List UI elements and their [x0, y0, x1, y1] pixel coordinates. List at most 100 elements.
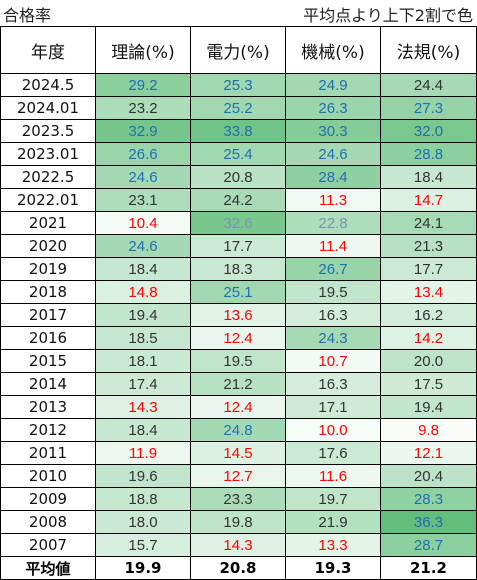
rate-cell-machine[interactable]: 17.1: [285, 395, 381, 419]
year-cell[interactable]: 2016: [0, 326, 96, 350]
year-cell[interactable]: 2009: [0, 487, 96, 511]
rate-cell-power[interactable]: 12.4: [190, 326, 286, 350]
rate-cell-law[interactable]: 21.3: [380, 234, 477, 258]
year-cell[interactable]: 2015: [0, 349, 96, 373]
rate-cell-law[interactable]: 24.1: [380, 211, 477, 235]
rate-cell-machine[interactable]: 26.7: [285, 257, 381, 281]
rate-cell-law[interactable]: 18.4: [380, 165, 477, 189]
rate-cell-theory[interactable]: 29.2: [95, 73, 191, 97]
average-machine[interactable]: 19.3: [285, 556, 381, 580]
rate-cell-power[interactable]: 25.1: [190, 280, 286, 304]
year-cell[interactable]: 2019: [0, 257, 96, 281]
rate-cell-machine[interactable]: 24.6: [285, 142, 381, 166]
rate-cell-law[interactable]: 13.4: [380, 280, 477, 304]
rate-cell-machine[interactable]: 24.3: [285, 326, 381, 350]
rate-cell-power[interactable]: 13.6: [190, 303, 286, 327]
rate-cell-power[interactable]: 19.8: [190, 510, 286, 534]
year-cell[interactable]: 2020: [0, 234, 96, 258]
rate-cell-power[interactable]: 24.2: [190, 188, 286, 212]
rate-cell-law[interactable]: 19.4: [380, 395, 477, 419]
rate-cell-power[interactable]: 20.8: [190, 165, 286, 189]
rate-cell-law[interactable]: 12.1: [380, 441, 477, 465]
year-cell[interactable]: 2018: [0, 280, 96, 304]
rate-cell-theory[interactable]: 15.7: [95, 533, 191, 557]
rate-cell-theory[interactable]: 18.1: [95, 349, 191, 373]
rate-cell-machine[interactable]: 10.0: [285, 418, 381, 442]
rate-cell-machine[interactable]: 30.3: [285, 119, 381, 143]
rate-cell-theory[interactable]: 18.4: [95, 418, 191, 442]
year-cell[interactable]: 2007: [0, 533, 96, 557]
average-power[interactable]: 20.8: [190, 556, 286, 580]
rate-cell-power[interactable]: 18.3: [190, 257, 286, 281]
rate-cell-machine[interactable]: 17.6: [285, 441, 381, 465]
year-cell[interactable]: 2024.5: [0, 73, 96, 97]
rate-cell-law[interactable]: 17.5: [380, 372, 477, 396]
rate-cell-power[interactable]: 19.5: [190, 349, 286, 373]
average-law[interactable]: 21.2: [380, 556, 477, 580]
rate-cell-law[interactable]: 36.3: [380, 510, 477, 534]
rate-cell-theory[interactable]: 24.6: [95, 234, 191, 258]
year-cell[interactable]: 2011: [0, 441, 96, 465]
rate-cell-machine[interactable]: 21.9: [285, 510, 381, 534]
rate-cell-machine[interactable]: 19.7: [285, 487, 381, 511]
rate-cell-power[interactable]: 32.6: [190, 211, 286, 235]
rate-cell-power[interactable]: 12.7: [190, 464, 286, 488]
rate-cell-theory[interactable]: 19.6: [95, 464, 191, 488]
rate-cell-theory[interactable]: 11.9: [95, 441, 191, 465]
rate-cell-law[interactable]: 14.7: [380, 188, 477, 212]
rate-cell-machine[interactable]: 13.3: [285, 533, 381, 557]
rate-cell-machine[interactable]: 16.3: [285, 372, 381, 396]
header-theory[interactable]: 理論(%): [95, 26, 191, 74]
rate-cell-machine[interactable]: 22.8: [285, 211, 381, 235]
rate-cell-law[interactable]: 28.3: [380, 487, 477, 511]
rate-cell-machine[interactable]: 19.5: [285, 280, 381, 304]
rate-cell-machine[interactable]: 24.9: [285, 73, 381, 97]
rate-cell-power[interactable]: 25.3: [190, 73, 286, 97]
rate-cell-power[interactable]: 25.2: [190, 96, 286, 120]
rate-cell-law[interactable]: 24.4: [380, 73, 477, 97]
rate-cell-theory[interactable]: 19.4: [95, 303, 191, 327]
average-label[interactable]: 平均値: [0, 556, 96, 580]
rate-cell-power[interactable]: 14.5: [190, 441, 286, 465]
year-cell[interactable]: 2023.5: [0, 119, 96, 143]
header-year[interactable]: 年度: [0, 26, 96, 74]
rate-cell-law[interactable]: 17.7: [380, 257, 477, 281]
average-theory[interactable]: 19.9: [95, 556, 191, 580]
rate-cell-theory[interactable]: 17.4: [95, 372, 191, 396]
rate-cell-machine[interactable]: 28.4: [285, 165, 381, 189]
rate-cell-power[interactable]: 25.4: [190, 142, 286, 166]
header-law[interactable]: 法規(%): [380, 26, 477, 74]
header-machine[interactable]: 機械(%): [285, 26, 381, 74]
rate-cell-theory[interactable]: 18.8: [95, 487, 191, 511]
year-cell[interactable]: 2022.5: [0, 165, 96, 189]
rate-cell-theory[interactable]: 23.2: [95, 96, 191, 120]
rate-cell-machine[interactable]: 26.3: [285, 96, 381, 120]
rate-cell-machine[interactable]: 10.7: [285, 349, 381, 373]
rate-cell-law[interactable]: 20.4: [380, 464, 477, 488]
rate-cell-law[interactable]: 28.8: [380, 142, 477, 166]
rate-cell-power[interactable]: 33.8: [190, 119, 286, 143]
rate-cell-law[interactable]: 27.3: [380, 96, 477, 120]
rate-cell-power[interactable]: 12.4: [190, 395, 286, 419]
rate-cell-machine[interactable]: 11.6: [285, 464, 381, 488]
rate-cell-law[interactable]: 16.2: [380, 303, 477, 327]
rate-cell-theory[interactable]: 18.0: [95, 510, 191, 534]
year-cell[interactable]: 2024.01: [0, 96, 96, 120]
rate-cell-machine[interactable]: 16.3: [285, 303, 381, 327]
rate-cell-theory[interactable]: 32.9: [95, 119, 191, 143]
year-cell[interactable]: 2023.01: [0, 142, 96, 166]
rate-cell-law[interactable]: 20.0: [380, 349, 477, 373]
year-cell[interactable]: 2021: [0, 211, 96, 235]
rate-cell-law[interactable]: 14.2: [380, 326, 477, 350]
year-cell[interactable]: 2013: [0, 395, 96, 419]
rate-cell-machine[interactable]: 11.4: [285, 234, 381, 258]
rate-cell-law[interactable]: 32.0: [380, 119, 477, 143]
year-cell[interactable]: 2022.01: [0, 188, 96, 212]
rate-cell-power[interactable]: 24.8: [190, 418, 286, 442]
rate-cell-theory[interactable]: 23.1: [95, 188, 191, 212]
rate-cell-law[interactable]: 9.8: [380, 418, 477, 442]
year-cell[interactable]: 2008: [0, 510, 96, 534]
rate-cell-theory[interactable]: 26.6: [95, 142, 191, 166]
rate-cell-theory[interactable]: 14.8: [95, 280, 191, 304]
year-cell[interactable]: 2010: [0, 464, 96, 488]
